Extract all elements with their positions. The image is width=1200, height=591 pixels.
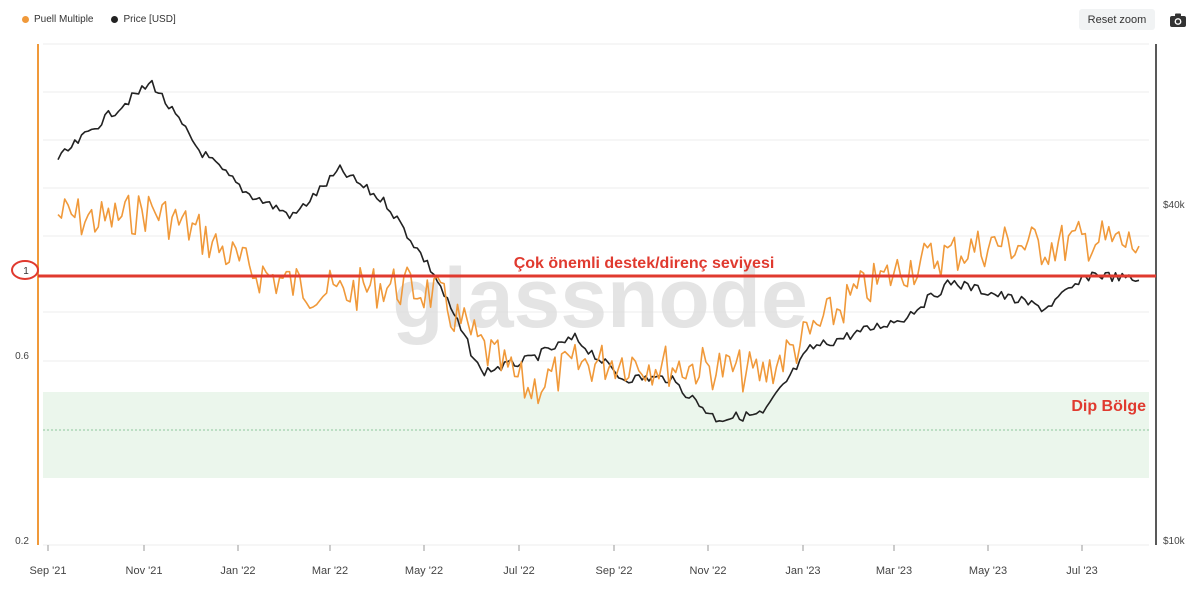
x-tick-label: Nov '22: [690, 565, 727, 577]
reset-zoom-button[interactable]: Reset zoom: [1079, 9, 1155, 30]
x-tick-label: Jul '23: [1066, 565, 1097, 577]
level-circle-label: 1: [23, 266, 29, 277]
x-tick-label: Mar '22: [312, 565, 348, 577]
x-tick-label: May '22: [405, 565, 443, 577]
x-tick-label: Jan '23: [785, 565, 820, 577]
right-tick-10k: $10k: [1163, 536, 1186, 547]
left-tick-0.2: 0.2: [15, 536, 29, 547]
legend-item-price[interactable]: Price [USD]: [111, 14, 176, 25]
left-tick-0.6: 0.6: [15, 351, 29, 362]
dip-zone-label: Dip Bölge: [1071, 398, 1146, 415]
dip-zone: [43, 392, 1149, 478]
right-tick-40k: $40k: [1163, 200, 1186, 211]
grid: [43, 43, 1149, 546]
x-tick-label: Sep '22: [596, 565, 633, 577]
x-tick-label: Sep '21: [30, 565, 67, 577]
camera-icon[interactable]: [1169, 12, 1187, 28]
legend-label-puell: Puell Multiple: [34, 14, 94, 25]
legend: Puell Multiple Price [USD]: [22, 14, 176, 25]
watermark: glassnode: [392, 251, 807, 345]
x-tick-label: Mar '23: [876, 565, 912, 577]
legend-item-puell[interactable]: Puell Multiple: [22, 14, 93, 25]
puell-dot-icon: [22, 16, 29, 23]
x-axis-ticks: Sep '21 Nov '21 Jan '22 Mar '22 May '22 Jul '…: [30, 545, 1098, 577]
resistance-label: Çok önemli destek/direnç seviyesi: [514, 255, 775, 272]
x-tick-label: Jan '22: [220, 565, 255, 577]
puell-series-line: [57, 194, 1140, 405]
x-tick-label: Nov '21: [126, 565, 163, 577]
x-tick-label: Jul '22: [503, 565, 534, 577]
level-circle: [11, 260, 39, 280]
x-tick-label: May '23: [969, 565, 1007, 577]
price-dot-icon: [111, 16, 119, 23]
legend-label-price: Price [USD]: [123, 14, 176, 25]
